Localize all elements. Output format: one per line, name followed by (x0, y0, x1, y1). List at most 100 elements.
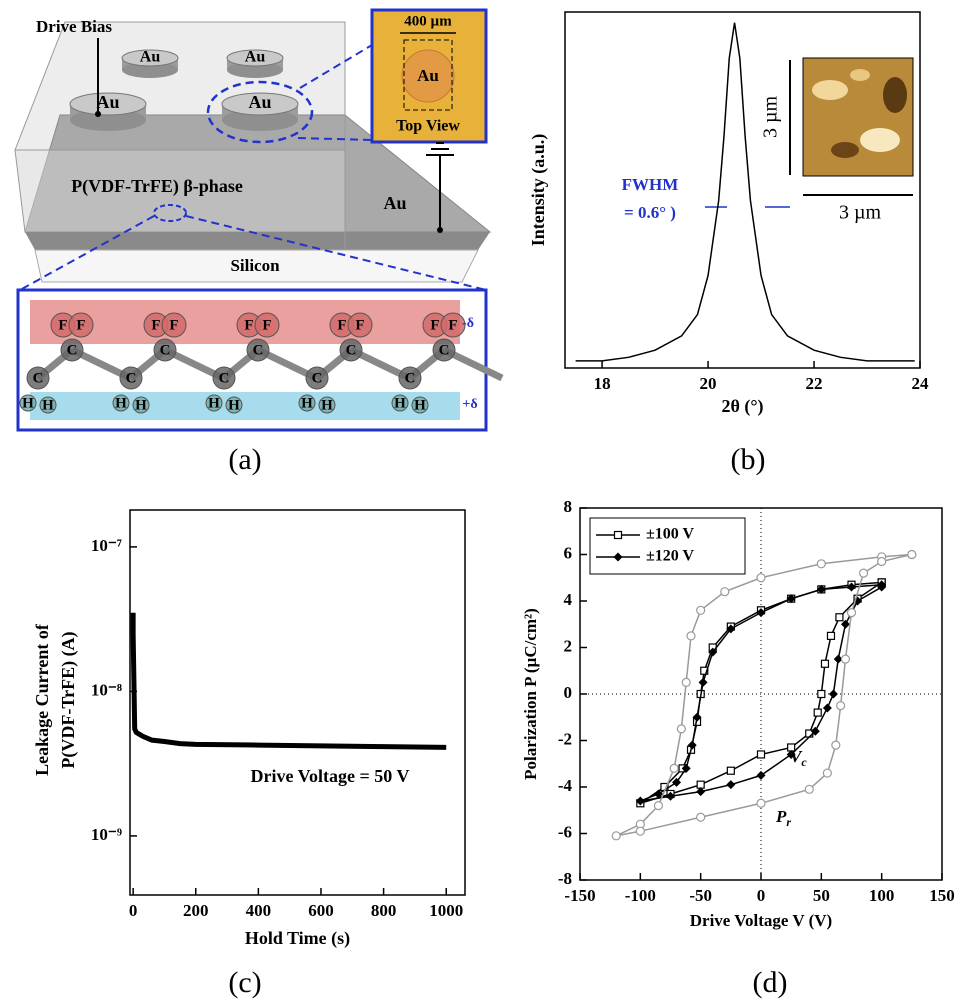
y-tick-label: 2 (564, 636, 573, 655)
marker (692, 712, 702, 722)
y-tick-label: -2 (558, 729, 572, 748)
electrode-label: Au (248, 92, 271, 112)
atom (68, 312, 94, 338)
marker (756, 750, 766, 759)
x-tick-label: 200 (183, 901, 209, 920)
marker (877, 582, 887, 592)
atom-label: F (76, 317, 85, 333)
atom-label: C (405, 370, 416, 386)
marker (810, 726, 820, 736)
annotation-sub: r (786, 815, 791, 829)
x-tick-label: 600 (308, 901, 334, 920)
x-tick-label: 0 (129, 901, 138, 920)
y-axis-label: Leakage Current of (32, 623, 52, 776)
annotation: 3 µm (760, 96, 782, 139)
marker (840, 619, 850, 629)
panel-label: (b) (731, 443, 766, 476)
y-tick-label: 4 (564, 590, 573, 609)
annotation: = 0.6° ) (624, 203, 676, 222)
electrode-base (122, 62, 178, 78)
x-tick-label: 150 (929, 886, 955, 905)
marker (877, 556, 887, 567)
electrode-top (69, 92, 147, 116)
x-tick-label: -150 (564, 886, 595, 905)
x-tick-label: 18 (594, 374, 611, 393)
atom (132, 396, 150, 414)
positive-band (30, 392, 460, 420)
atom-label: F (355, 317, 364, 333)
label: Silicon (230, 256, 280, 275)
atom-label: F (58, 317, 67, 333)
electrode-label: Au (417, 66, 439, 85)
legend (589, 517, 746, 575)
x-tick-label: 50 (813, 886, 830, 905)
atom-label: H (22, 395, 34, 411)
afm-feature (831, 142, 859, 158)
x-axis-label: Hold Time (s) (245, 928, 350, 949)
atom (432, 338, 456, 362)
atom-label: C (312, 370, 323, 386)
y-tick-label: -6 (558, 822, 572, 841)
marker (756, 770, 766, 780)
marker (726, 780, 736, 790)
marker (635, 796, 645, 806)
marker (708, 647, 718, 657)
zoom-ellipse (153, 204, 187, 222)
atom-label: C (33, 370, 44, 386)
atom (225, 396, 243, 414)
atom-label: F (262, 317, 271, 333)
panel-label: (a) (228, 443, 261, 476)
marker (726, 624, 736, 634)
afm-feature (850, 69, 870, 81)
y-tick-label: -4 (558, 776, 573, 795)
electrode-top (221, 92, 299, 116)
label: +δ (462, 397, 477, 412)
afm-inset (705, 57, 914, 208)
marker (696, 812, 706, 822)
electrode-base (70, 109, 146, 131)
x-tick-label: 0 (757, 886, 766, 905)
electrode-base (227, 62, 283, 78)
x-tick-label: -100 (625, 886, 656, 905)
atom-label: C (126, 370, 137, 386)
atom (119, 366, 143, 390)
atom-label: H (135, 397, 147, 413)
afm-feature (812, 80, 848, 100)
zoom-ellipse (206, 80, 314, 144)
ground-contact (437, 227, 443, 233)
afm-feature (860, 128, 900, 152)
marker (817, 689, 826, 699)
marker (700, 666, 709, 675)
atom-label: C (219, 370, 230, 386)
marker (756, 573, 766, 583)
annotation: FWHM (622, 175, 679, 194)
atom-label: H (414, 397, 426, 413)
marker (720, 587, 730, 597)
label: -δ (462, 316, 474, 331)
marker (696, 787, 706, 797)
marker (836, 701, 846, 711)
marker (681, 763, 691, 773)
afm-feature (883, 77, 907, 113)
atom-label: H (394, 395, 406, 411)
marker (822, 703, 832, 713)
atom-label: C (253, 342, 264, 358)
series-line (575, 22, 915, 362)
marker (907, 549, 917, 560)
plot-frame (129, 509, 466, 896)
atom (19, 394, 37, 412)
atom (411, 396, 429, 414)
marker (666, 791, 675, 801)
annotation-main: P (775, 807, 787, 826)
label: P(VDF-TrFE) β-phase (71, 176, 243, 197)
atom (318, 396, 336, 414)
marker (681, 677, 691, 687)
marker (816, 584, 826, 594)
marker (833, 654, 843, 664)
x-tick-label: 400 (246, 901, 272, 920)
atom (246, 338, 270, 362)
electrode-label: Au (140, 49, 161, 66)
marker (822, 768, 832, 778)
atom-label: C (346, 342, 357, 358)
